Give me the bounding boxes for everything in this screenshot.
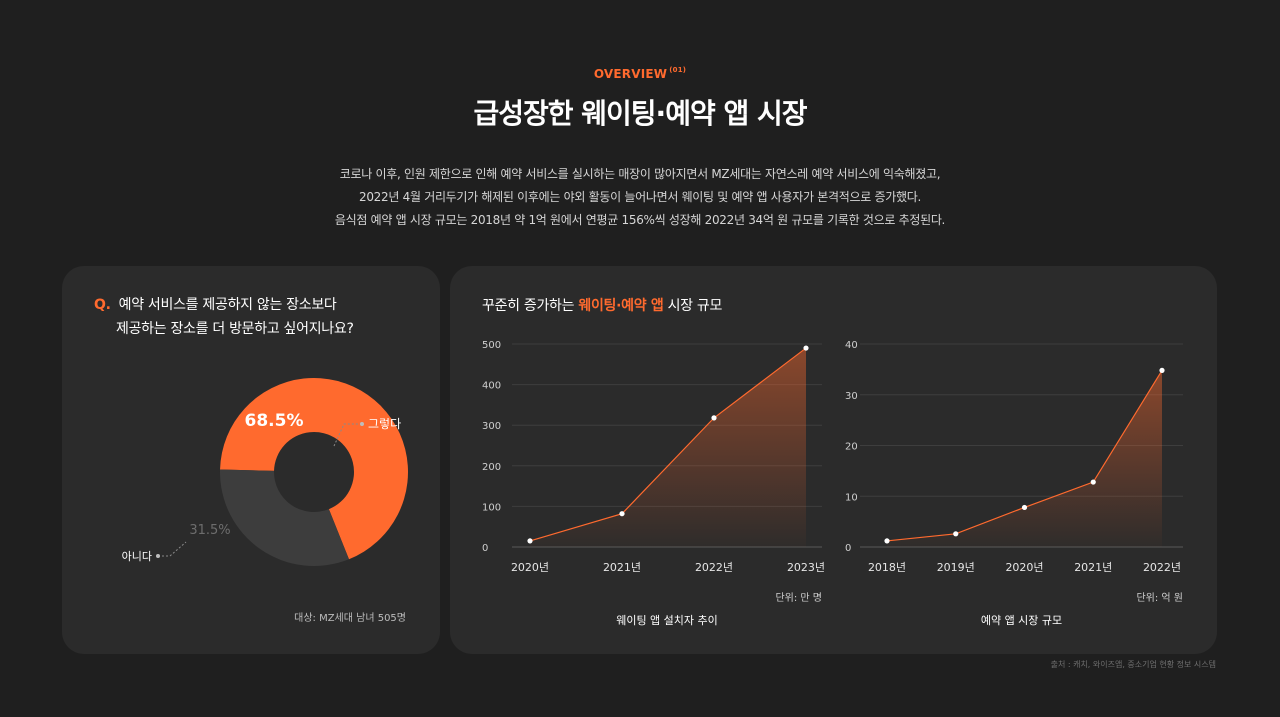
question-text-1: 예약 서비스를 제공하지 않는 장소보다 bbox=[118, 297, 337, 313]
intro-line-3: 음식점 예약 앱 시장 규모는 2018년 약 1억 원에서 연평균 156%씩… bbox=[334, 213, 946, 227]
page-title: 급성장한 웨이팅·예약 앱 시장 bbox=[473, 97, 807, 130]
y-tick-label: 500 bbox=[482, 340, 501, 351]
x-tick-label: 2021년 bbox=[1074, 561, 1112, 574]
unit-label: 단위: 만 명 bbox=[775, 591, 822, 604]
data-point bbox=[527, 538, 533, 544]
data-point bbox=[1159, 367, 1165, 373]
data-point bbox=[711, 415, 717, 421]
series-area bbox=[530, 348, 806, 547]
donut-slice-no bbox=[220, 469, 349, 566]
leader-dot-no bbox=[156, 554, 160, 558]
question-text-2: 제공하는 장소를 더 방문하고 싶어지나요? bbox=[116, 321, 354, 337]
data-point bbox=[884, 538, 890, 544]
donut-chart: 68.5% 31.5% 그렇다 아니다 bbox=[122, 378, 408, 566]
market-title-pre: 꾸준히 증가하는 bbox=[482, 298, 579, 314]
intro-line-1: 코로나 이후, 인원 제한으로 인해 예약 서비스를 실시하는 매장이 많아지면… bbox=[339, 167, 941, 181]
source-note: 출처 : 캐치, 와이즈앱, 중소기업 현황 정보 시스템 bbox=[1050, 660, 1216, 669]
leader-line-no bbox=[158, 541, 187, 557]
y-tick-label: 10 bbox=[845, 492, 858, 503]
market-title-post: 시장 규모 bbox=[663, 298, 723, 314]
x-tick-label: 2019년 bbox=[937, 561, 975, 574]
series-area bbox=[887, 370, 1162, 547]
y-tick-label: 400 bbox=[482, 381, 501, 392]
question-mark: Q. bbox=[94, 297, 111, 313]
x-tick-label: 2018년 bbox=[868, 561, 906, 574]
y-tick-label: 200 bbox=[482, 462, 501, 473]
installs-line-chart: 0 100 200 300 400 500 2020년 2021년 2022년 2023년단위: … bbox=[482, 340, 825, 627]
x-tick-label: 2022년 bbox=[695, 561, 733, 574]
legend-yes: 그렇다 bbox=[368, 416, 401, 431]
survey-target: 대상: MZ세대 남녀 505명 bbox=[294, 613, 406, 624]
data-point bbox=[1021, 504, 1028, 511]
x-tick-label: 2022년 bbox=[1143, 561, 1181, 574]
y-tick-label: 100 bbox=[482, 502, 501, 513]
eyebrow-number: (01) bbox=[669, 66, 687, 74]
chart-title: 웨이팅 앱 설치자 추이 bbox=[616, 614, 718, 627]
y-tick-label: 0 bbox=[482, 543, 488, 554]
x-tick-label: 2021년 bbox=[603, 561, 641, 574]
legend-no: 아니다 bbox=[122, 550, 152, 563]
x-tick-label: 2020년 bbox=[1005, 561, 1043, 574]
data-point bbox=[803, 345, 809, 351]
leader-line-yes bbox=[333, 423, 362, 447]
data-point bbox=[1090, 479, 1096, 485]
y-tick-label: 30 bbox=[845, 391, 858, 402]
y-tick-label: 0 bbox=[845, 543, 851, 554]
survey-card: Q. 예약 서비스를 제공하지 않는 장소보다 제공하는 장소를 더 방문하고 싶… bbox=[62, 266, 440, 654]
market-card: 꾸준히 증가하는 웨이팅·예약 앱 시장 규모 0 100 200 300 400 500… bbox=[450, 266, 1217, 654]
overview-eyebrow: OVERVIEW (01) bbox=[0, 66, 1280, 81]
question-line-1: Q. 예약 서비스를 제공하지 않는 장소보다 bbox=[94, 294, 337, 314]
data-point bbox=[619, 511, 625, 517]
market-title: 꾸준히 증가하는 웨이팅·예약 앱 시장 규모 bbox=[482, 295, 722, 315]
leader-dot-yes bbox=[360, 422, 364, 426]
chart-title: 예약 앱 시장 규모 bbox=[981, 613, 1062, 627]
x-tick-label: 2023년 bbox=[787, 561, 825, 574]
intro-line-2: 2022년 4월 거리두기가 해제된 이후에는 야외 활동이 늘어나면서 웨이팅… bbox=[359, 190, 921, 204]
donut-value-no: 31.5% bbox=[189, 523, 230, 538]
unit-label: 단위: 억 원 bbox=[1136, 591, 1183, 604]
series-line bbox=[529, 347, 807, 542]
donut-value-yes: 68.5% bbox=[245, 411, 304, 431]
x-tick-label: 2020년 bbox=[511, 561, 549, 574]
intro-text: 코로나 이후, 인원 제한으로 인해 예약 서비스를 실시하는 매장이 많아지면… bbox=[0, 163, 1280, 232]
data-point bbox=[953, 531, 959, 537]
y-tick-label: 40 bbox=[845, 340, 858, 351]
market-title-highlight: 웨이팅·예약 앱 bbox=[578, 298, 664, 314]
y-tick-label: 20 bbox=[845, 442, 858, 453]
y-tick-label: 300 bbox=[482, 421, 501, 432]
eyebrow-label: OVERVIEW bbox=[593, 67, 668, 81]
